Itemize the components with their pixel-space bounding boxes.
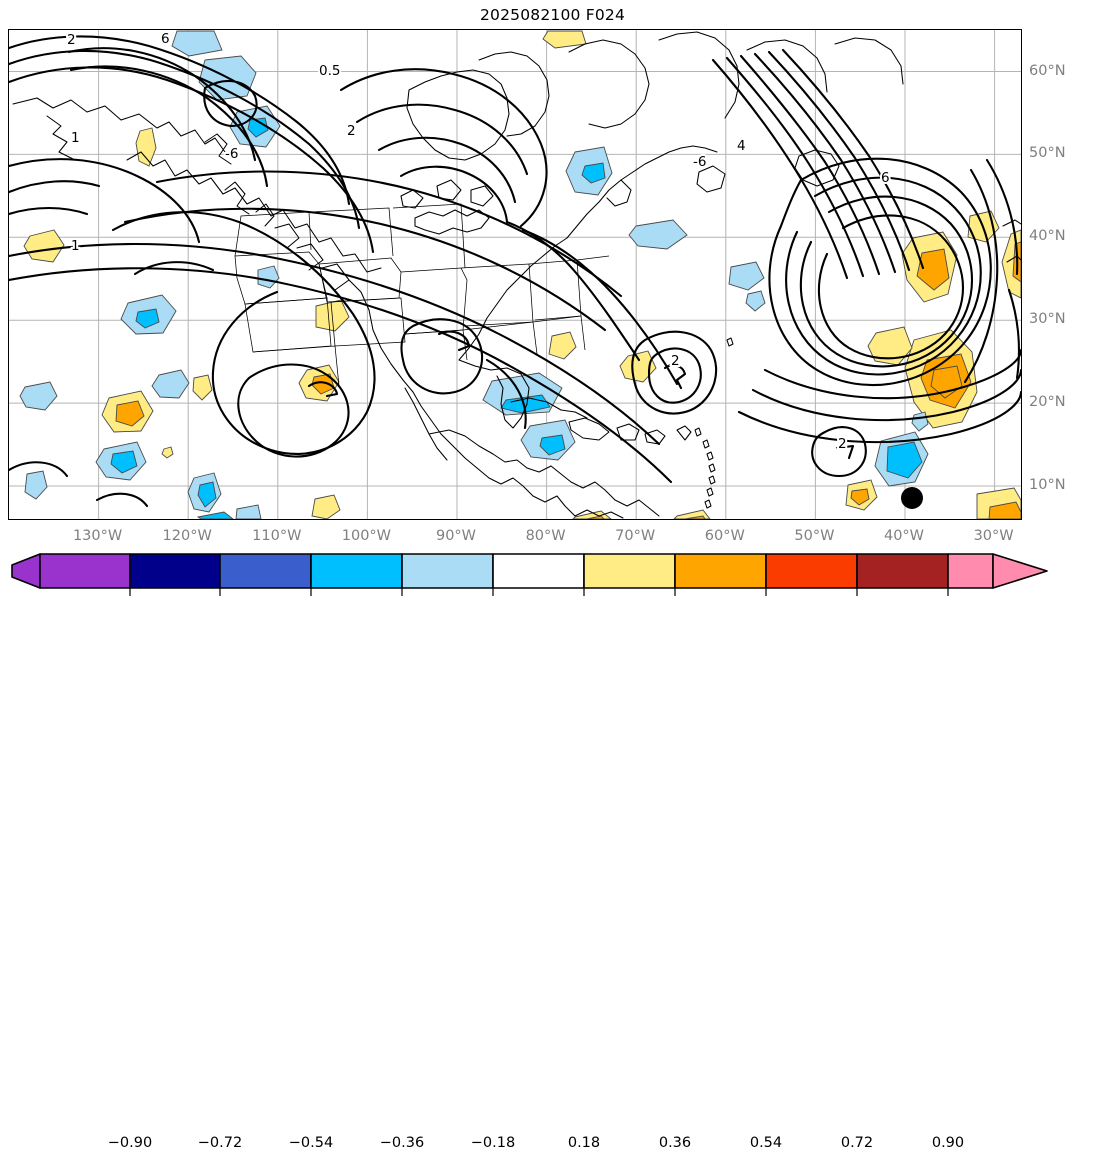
ytick-label: 20°N <box>1029 394 1066 411</box>
ytick-label: 40°N <box>1029 228 1066 245</box>
colorbar-tick-label: −0.36 <box>379 1135 425 1151</box>
svg-text:2: 2 <box>671 353 680 369</box>
xtick-label: 40°W <box>883 528 925 544</box>
xtick-label: 50°W <box>794 528 835 544</box>
xtick-label: 120°W <box>162 528 212 544</box>
xtick-label: 90°W <box>435 528 477 544</box>
ytick-label: 60°N <box>1029 62 1066 79</box>
xtick-label: 100°W <box>341 528 392 544</box>
svg-text:2: 2 <box>838 436 847 452</box>
xtick-label: 30°W <box>973 528 1014 544</box>
xtick-label: 60°W <box>704 528 745 544</box>
colorbar-tick-label: 0.72 <box>840 1135 874 1151</box>
colorbar-extend-min <box>11 553 41 589</box>
svg-text:0.5: 0.5 <box>319 63 340 79</box>
svg-text:6: 6 <box>161 31 170 47</box>
coastlines <box>12 31 1021 519</box>
contour-labels: 2 6 0.5 -6 2 1 1 -6 4 6 2 2 2 <box>65 30 892 454</box>
svg-text:-6: -6 <box>225 146 238 162</box>
contour-lines <box>9 35 1021 508</box>
xtick-label: 80°W <box>525 528 566 544</box>
svg-text:6: 6 <box>881 170 890 186</box>
svg-text:2: 2 <box>347 123 356 139</box>
ytick-label: 30°N <box>1029 311 1066 328</box>
colorbar-tick-label: −0.72 <box>197 1135 243 1151</box>
map-canvas: 2 6 0.5 -6 2 1 1 -6 4 6 2 2 2 <box>9 30 1021 519</box>
svg-text:2: 2 <box>67 32 76 48</box>
colorbar-tick-label: −0.90 <box>107 1135 153 1151</box>
ytick-label: 10°N <box>1029 477 1066 493</box>
anomaly-shading <box>19 30 1021 519</box>
svg-text:1: 1 <box>71 238 80 254</box>
xtick-label: 110°W <box>252 528 302 544</box>
page-title: 2025082100 F024 <box>479 6 626 24</box>
colorbar-extend-max <box>992 553 1048 589</box>
colorbar-tick-label: 0.90 <box>931 1135 965 1151</box>
storm-position-marker <box>901 487 923 509</box>
colorbar-tick-label: 0.18 <box>567 1135 601 1151</box>
xtick-label: 70°W <box>615 528 656 544</box>
colorbar-tick-label: −0.54 <box>288 1135 334 1151</box>
colorbar-ticks <box>129 588 949 596</box>
colorbar-tick-label: −0.18 <box>470 1135 516 1151</box>
svg-text:-6: -6 <box>693 154 706 170</box>
colorbar-tick-label: 0.36 <box>658 1135 692 1151</box>
colorbar[interactable]: −0.90 −0.72 −0.54 −0.36 −0.18 0.18 0.36 … <box>0 552 1105 1151</box>
grid-lines <box>9 30 1021 519</box>
svg-text:4: 4 <box>737 138 746 154</box>
colorbar-tick-label: 0.54 <box>749 1135 783 1151</box>
colorbar-svg <box>11 553 1048 596</box>
xtick-label: 130°W <box>72 528 123 544</box>
svg-text:1: 1 <box>71 130 80 146</box>
map-plot-area[interactable]: 2 6 0.5 -6 2 1 1 -6 4 6 2 2 2 <box>8 29 1022 520</box>
ytick-label: 50°N <box>1029 145 1066 162</box>
figure-root: 2025082100 F024 <box>0 6 1105 1151</box>
